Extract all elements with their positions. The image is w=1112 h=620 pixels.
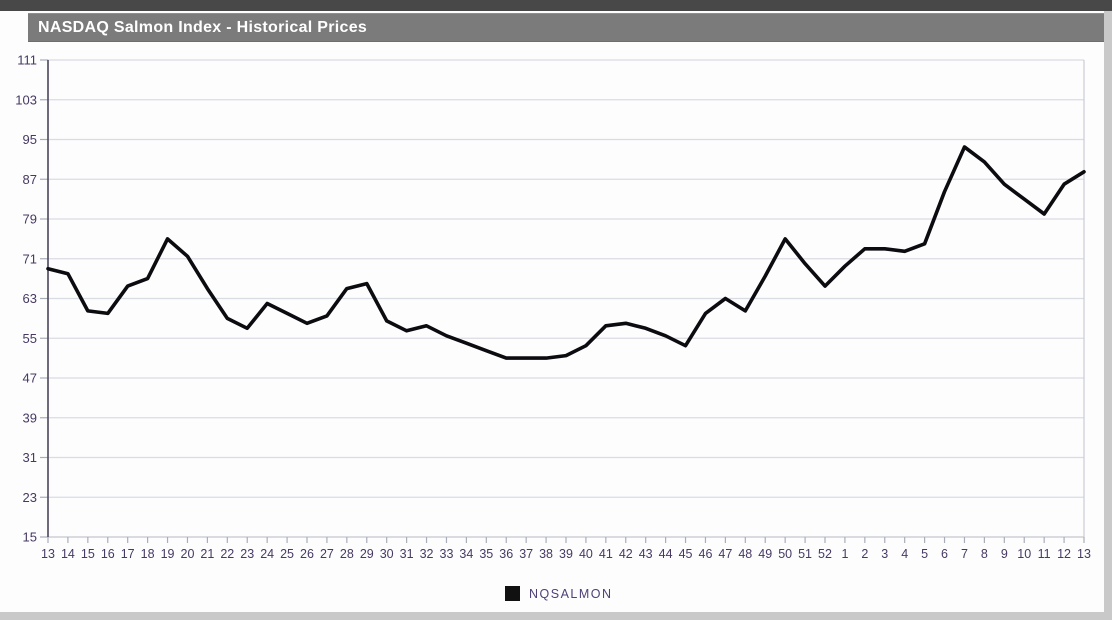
x-tick-label: 44 — [659, 547, 673, 561]
x-tick-label: 28 — [340, 547, 354, 561]
x-tick-label: 33 — [440, 547, 454, 561]
chart-title: NASDAQ Salmon Index - Historical Prices — [38, 18, 368, 36]
y-tick-label: 39 — [23, 410, 37, 425]
x-tick-label: 42 — [619, 547, 633, 561]
x-tick-label: 27 — [320, 547, 334, 561]
x-tick-label: 47 — [718, 547, 732, 561]
x-tick-label: 35 — [479, 547, 493, 561]
y-tick-label: 55 — [23, 331, 37, 346]
x-tick-label: 8 — [981, 547, 988, 561]
x-tick-label: 45 — [679, 547, 693, 561]
x-tick-label: 39 — [559, 547, 573, 561]
legend-swatch — [505, 586, 520, 601]
x-tick-label: 24 — [260, 547, 274, 561]
x-tick-label: 13 — [41, 547, 55, 561]
x-tick-label: 40 — [579, 547, 593, 561]
x-tick-label: 12 — [1057, 547, 1071, 561]
y-tick-label: 111 — [17, 53, 37, 68]
x-tick-label: 36 — [499, 547, 513, 561]
x-tick-label: 30 — [380, 547, 394, 561]
x-tick-label: 10 — [1017, 547, 1031, 561]
x-tick-label: 2 — [861, 547, 868, 561]
x-tick-label: 32 — [420, 547, 434, 561]
x-tick-label: 23 — [240, 547, 254, 561]
y-tick-label: 95 — [23, 132, 37, 147]
y-tick-label: 71 — [23, 251, 37, 266]
window-bottom-border — [0, 612, 1112, 620]
x-tick-label: 9 — [1001, 547, 1008, 561]
x-tick-label: 14 — [61, 547, 75, 561]
y-tick-label: 31 — [23, 450, 37, 465]
y-tick-label: 15 — [23, 530, 37, 545]
x-tick-label: 13 — [1077, 547, 1091, 561]
x-tick-label: 16 — [101, 547, 115, 561]
x-tick-label: 1 — [841, 547, 848, 561]
x-tick-label: 37 — [519, 547, 533, 561]
price-line-series — [46, 145, 1086, 360]
x-tick-label: 49 — [758, 547, 772, 561]
x-tick-label: 34 — [459, 547, 473, 561]
x-tick-label: 21 — [200, 547, 214, 561]
x-tick-label: 41 — [599, 547, 613, 561]
window-right-border — [1104, 11, 1112, 620]
y-tick-label: 79 — [23, 212, 37, 227]
chart-title-bar: NASDAQ Salmon Index - Historical Prices — [28, 13, 1104, 42]
y-tick-label: 103 — [15, 92, 37, 107]
y-tick-label: 23 — [23, 490, 37, 505]
chart-legend: NQSALMON — [505, 586, 613, 601]
x-tick-label: 3 — [881, 547, 888, 561]
x-tick-label: 43 — [639, 547, 653, 561]
x-tick-label: 25 — [280, 547, 294, 561]
x-tick-label: 38 — [539, 547, 553, 561]
x-tick-label: 19 — [161, 547, 175, 561]
window-top-bar — [0, 0, 1112, 11]
x-tick-label: 20 — [181, 547, 195, 561]
x-tick-label: 6 — [941, 547, 948, 561]
y-tick-label: 63 — [23, 291, 37, 306]
x-tick-label: 52 — [818, 547, 832, 561]
x-tick-label: 50 — [778, 547, 792, 561]
y-tick-label: 87 — [23, 172, 37, 187]
x-tick-label: 15 — [81, 547, 95, 561]
x-tick-label: 11 — [1038, 547, 1051, 561]
x-tick-label: 51 — [798, 547, 812, 561]
x-tick-label: 17 — [121, 547, 135, 561]
x-tick-label: 22 — [220, 547, 234, 561]
x-tick-label: 31 — [400, 547, 414, 561]
x-tick-label: 48 — [738, 547, 752, 561]
x-tick-label: 4 — [901, 547, 908, 561]
x-tick-label: 46 — [699, 547, 713, 561]
legend-label: NQSALMON — [529, 586, 613, 601]
x-tick-label: 26 — [300, 547, 314, 561]
x-tick-label: 5 — [921, 547, 928, 561]
x-tick-label: 18 — [141, 547, 155, 561]
x-tick-label: 7 — [961, 547, 968, 561]
x-tick-label: 29 — [360, 547, 374, 561]
y-tick-label: 47 — [23, 371, 37, 386]
